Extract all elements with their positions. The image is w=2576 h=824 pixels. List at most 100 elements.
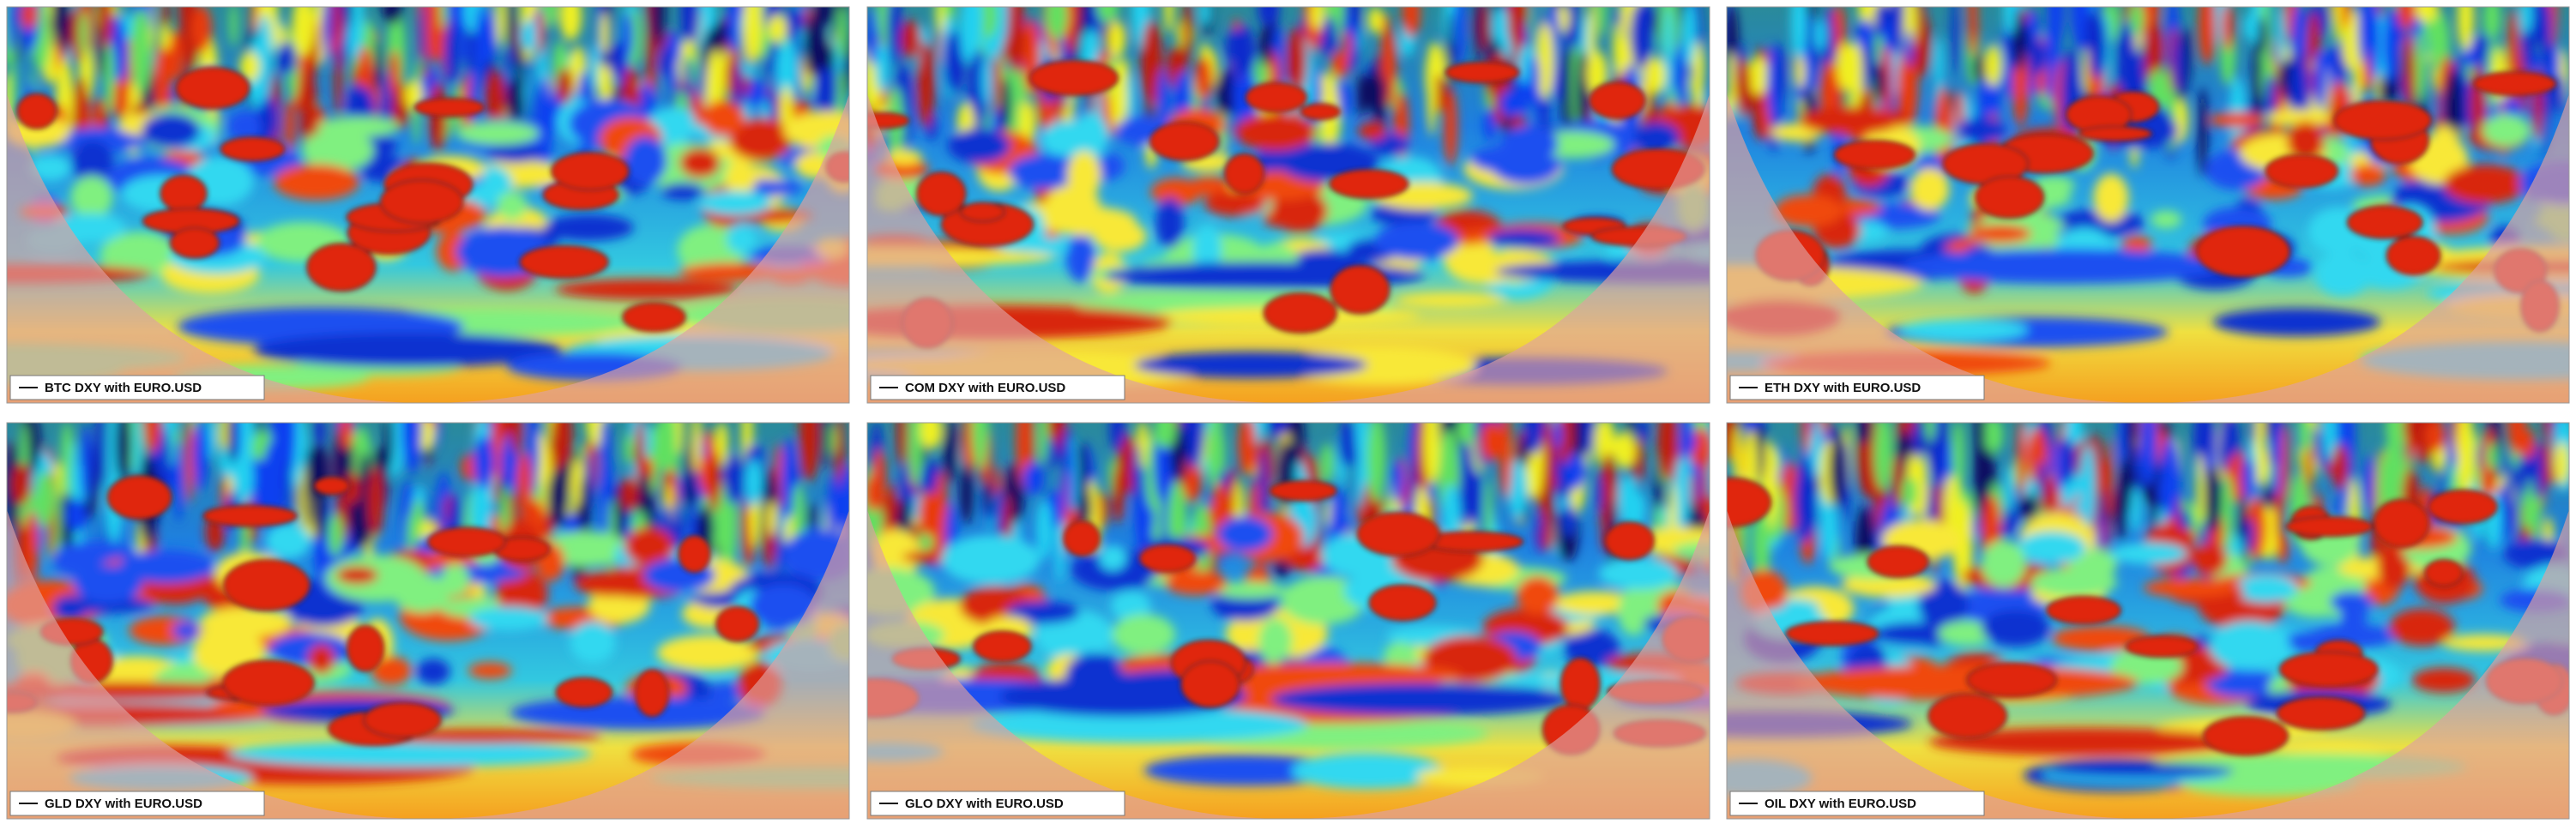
blob [1111,590,1151,622]
blob [943,423,957,484]
blob [725,58,733,99]
blob [496,569,548,617]
significant-region [2373,498,2430,549]
blob [1271,683,1569,716]
blob [2218,430,2230,474]
blob [971,423,989,470]
blob [11,463,32,506]
blob [292,7,315,57]
wavelet-panel: ETH DXY with EURO.USD [1726,6,2570,404]
blob [821,43,836,71]
blob [1613,22,1623,75]
blob [702,99,745,137]
blob [98,7,113,49]
blob [886,149,923,165]
blob [896,423,908,467]
blob [2266,109,2332,126]
significant-region [2285,515,2374,538]
blob [1384,641,1418,670]
blob [278,40,297,75]
blob [2151,210,2182,229]
blob [8,61,17,115]
significant-region [202,504,298,527]
legend-label: ETH DXY with EURO.USD [1765,381,1921,395]
blob [425,7,441,63]
legend-label: BTC DXY with EURO.USD [45,381,202,395]
blob [229,7,238,47]
blob [492,423,503,484]
coi-shade-right [2148,93,2569,403]
coi-shade [1727,509,2569,819]
blob [1155,423,1176,448]
significant-region [519,244,609,280]
blob [775,37,798,106]
significant-region [2346,205,2423,240]
blob [1897,45,1918,130]
blob [239,51,260,82]
blob [698,190,772,216]
blob [1565,502,1573,538]
blob [1072,112,1109,159]
blob [497,191,528,220]
blob [541,7,558,27]
blob [1143,755,1348,786]
blob [54,596,154,614]
blob [1801,423,1811,454]
blob [1982,423,2003,454]
coi-shade-left [1727,509,2148,819]
significant-region [1223,153,1265,195]
blob [916,41,935,129]
blob [1529,54,1541,107]
significant-region [305,243,377,292]
blob [1682,7,1697,66]
blob [1902,248,2224,284]
blob [1007,7,1025,74]
blob [2017,531,2087,564]
blob [1008,153,1082,189]
significant-region [2202,716,2289,756]
blob [1364,71,1387,113]
blob [2389,608,2455,647]
blob [1925,423,1935,442]
significant-region [1966,662,2057,698]
blob [1258,617,1293,665]
blob [2531,7,2544,45]
blob [2457,7,2474,51]
blob [2206,668,2278,698]
blob [1127,73,1136,124]
significance-contours [16,66,849,333]
blob [1330,51,1349,79]
blob [1795,55,1805,89]
blob [1141,19,1163,107]
blob [981,55,991,105]
blob [1891,454,1903,509]
blob [743,7,763,63]
blob [2003,7,2016,35]
blob [104,40,115,114]
panel-body [1727,423,2569,819]
blob [2331,444,2349,490]
blob [2173,33,2186,94]
blob [1934,36,1944,91]
blob [1044,184,1101,229]
blob [749,584,817,629]
blob [1468,472,1481,526]
blob [2192,543,2228,576]
blob [807,502,817,531]
blob [1022,238,1075,254]
blob [144,423,161,454]
blob [2415,7,2438,23]
blob [649,107,696,134]
blob [679,472,686,502]
wavelet-panel: GLO DXY with EURO.USD [866,422,1710,820]
blob [1037,423,1048,466]
blob [1210,423,1222,477]
blob [2233,574,2298,603]
blob [1918,580,1969,629]
blob [21,7,38,30]
blob [71,140,114,185]
blob [2333,7,2343,43]
blob [2117,20,2137,103]
blob [1000,76,1011,132]
blob [487,143,543,164]
